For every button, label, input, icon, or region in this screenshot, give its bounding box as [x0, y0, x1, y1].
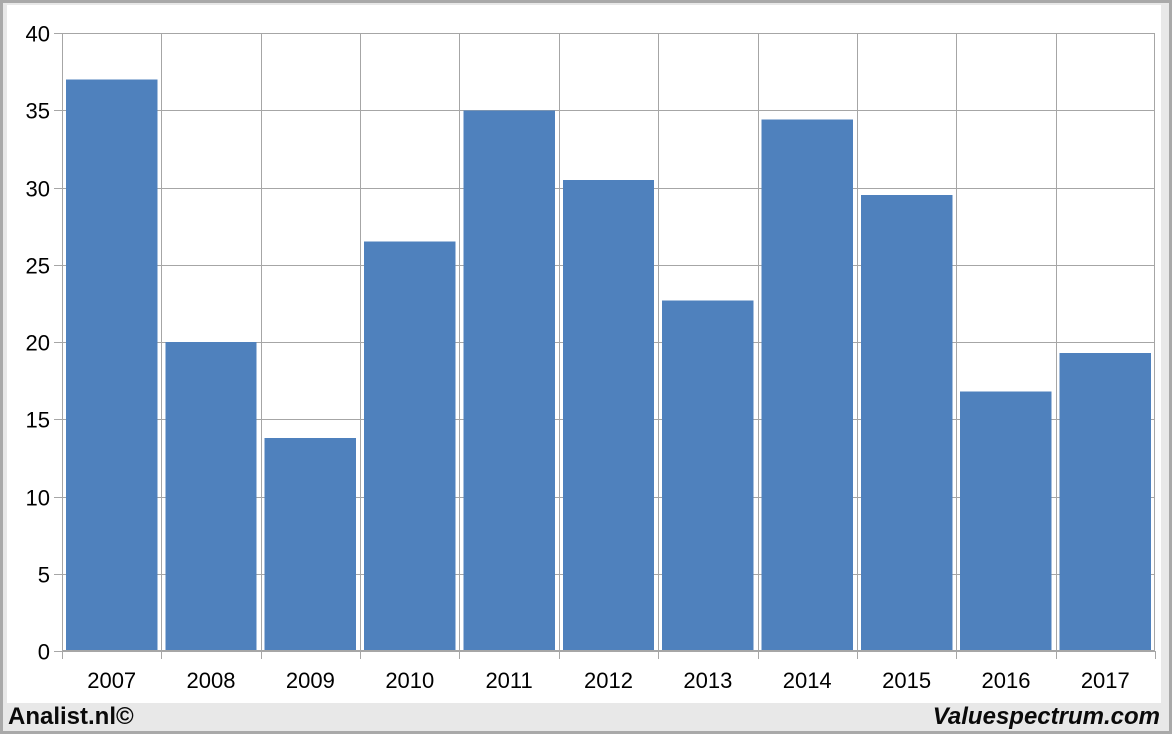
x-tick-label-2008: 2008 — [187, 668, 236, 693]
x-tick-label-2011: 2011 — [485, 668, 532, 693]
bar-2008 — [165, 342, 257, 651]
axis-labels: 0 5 10 15 20 25 30 35 40 2007 2008 2009 2010 2011 2012… — [26, 22, 1130, 694]
x-tick-label-2014: 2014 — [783, 668, 832, 693]
valuespectrum-credit: Valuespectrum.com — [932, 703, 1160, 730]
x-tick-label-2007: 2007 — [87, 668, 136, 693]
y-tick-label-40: 40 — [26, 22, 50, 47]
y-tick-label-20: 20 — [26, 331, 50, 356]
chart-panel: 0 5 10 15 20 25 30 35 40 2007 2008 2009 2010 2011 2012… — [7, 5, 1161, 703]
bar-2014 — [761, 119, 853, 651]
bar-2007 — [66, 79, 158, 651]
x-tick-label-2009: 2009 — [286, 668, 335, 693]
bar-2016 — [960, 391, 1052, 651]
x-tick-label-2015: 2015 — [882, 668, 931, 693]
footer-credits: Analist.nl© Valuespectrum.com — [8, 702, 1160, 731]
bar-chart-svg: 0 5 10 15 20 25 30 35 40 2007 2008 2009 2010 2011 2012… — [26, 22, 1156, 694]
y-tick-label-25: 25 — [26, 254, 50, 279]
y-tick-label-10: 10 — [26, 486, 50, 511]
plot-border — [62, 33, 1155, 651]
x-tick-label-2016: 2016 — [982, 668, 1031, 693]
y-tick-label-15: 15 — [26, 408, 50, 433]
bar-2017 — [1059, 352, 1151, 651]
x-tick-label-2013: 2013 — [683, 668, 732, 693]
y-tick-label-35: 35 — [26, 99, 50, 124]
x-tick-label-2010: 2010 — [385, 668, 434, 693]
bar-2009 — [264, 437, 357, 651]
y-tick-label-5: 5 — [38, 563, 50, 588]
bar-2011 — [463, 110, 555, 652]
bar-2015 — [860, 195, 953, 651]
bar-2013 — [662, 300, 754, 651]
bar-2012 — [562, 179, 655, 652]
analist-credit: Analist.nl© — [8, 703, 134, 730]
bar-2010 — [364, 241, 456, 651]
x-tick-label-2017: 2017 — [1081, 668, 1130, 693]
bars-series — [66, 79, 1151, 652]
y-tick-label-0: 0 — [38, 640, 50, 665]
y-tick-label-30: 30 — [26, 177, 50, 202]
axes — [54, 33, 1156, 659]
x-tick-label-2012: 2012 — [584, 668, 633, 693]
